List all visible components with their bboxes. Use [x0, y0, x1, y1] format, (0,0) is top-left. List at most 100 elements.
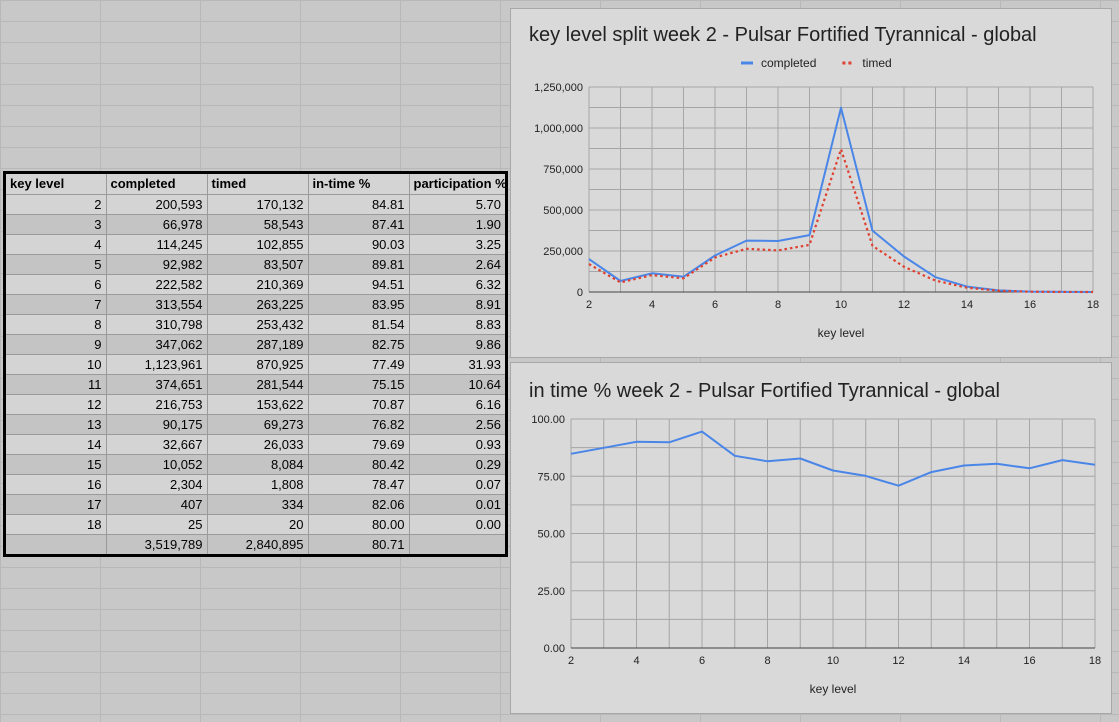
table-cell[interactable]: 114,245 — [106, 234, 208, 255]
table-cell[interactable]: 90,175 — [106, 414, 208, 435]
table-cell[interactable]: 0.00 — [409, 514, 505, 535]
table-cell[interactable]: 0.07 — [409, 474, 505, 495]
table-cell[interactable]: 80.42 — [308, 454, 410, 475]
table-cell[interactable]: 15 — [6, 454, 107, 475]
table-cell[interactable]: 263,225 — [207, 294, 309, 315]
table-cell[interactable]: 0.93 — [409, 434, 505, 455]
table-cell[interactable]: 1,808 — [207, 474, 309, 495]
table-cell[interactable]: 253,432 — [207, 314, 309, 335]
table-cell[interactable]: 8.91 — [409, 294, 505, 315]
table-cell[interactable]: 90.03 — [308, 234, 410, 255]
table-cell[interactable]: 82.75 — [308, 334, 410, 355]
table-cell[interactable]: 310,798 — [106, 314, 208, 335]
table-cell[interactable]: 5.70 — [409, 194, 505, 215]
table-cell[interactable]: 2.56 — [409, 414, 505, 435]
table-cell[interactable]: 3.25 — [409, 234, 505, 255]
table-cell[interactable]: 2 — [6, 194, 107, 215]
table-cell[interactable]: 3 — [6, 214, 107, 235]
table-cell[interactable]: 0.29 — [409, 454, 505, 475]
table-cell[interactable]: 18 — [6, 514, 107, 535]
table-cell[interactable]: 2.64 — [409, 254, 505, 275]
table-header-cell[interactable]: completed — [106, 174, 208, 195]
table-cell[interactable]: 8.83 — [409, 314, 505, 335]
table-cell[interactable]: 1,123,961 — [106, 354, 208, 375]
table-cell[interactable]: 84.81 — [308, 194, 410, 215]
table-cell[interactable]: 80.00 — [308, 514, 410, 535]
table-cell[interactable]: 8 — [6, 314, 107, 335]
table-cell[interactable]: 8,084 — [207, 454, 309, 475]
table-cell[interactable]: 92,982 — [106, 254, 208, 275]
table-cell[interactable]: 17 — [6, 494, 107, 515]
table-cell[interactable]: 216,753 — [106, 394, 208, 415]
table-cell[interactable]: 20 — [207, 514, 309, 535]
table-cell[interactable]: 78.47 — [308, 474, 410, 495]
table-cell[interactable]: 6.32 — [409, 274, 505, 295]
table-cell[interactable]: 81.54 — [308, 314, 410, 335]
table-cell[interactable]: 9 — [6, 334, 107, 355]
table-cell[interactable]: 76.82 — [308, 414, 410, 435]
table-cell[interactable]: 10 — [6, 354, 107, 375]
x-tick-label: 6 — [699, 655, 705, 667]
table-cell[interactable]: 13 — [6, 414, 107, 435]
table-cell[interactable]: 102,855 — [207, 234, 309, 255]
table-cell[interactable]: 70.87 — [308, 394, 410, 415]
table-header-cell[interactable]: participation % — [409, 174, 505, 195]
table-cell[interactable]: 170,132 — [207, 194, 309, 215]
table-cell[interactable]: 16 — [6, 474, 107, 495]
table-cell[interactable]: 26,033 — [207, 434, 309, 455]
table-cell[interactable]: 313,554 — [106, 294, 208, 315]
table-cell[interactable]: 347,062 — [106, 334, 208, 355]
table-cell[interactable]: 82.06 — [308, 494, 410, 515]
table-cell[interactable]: 25 — [106, 514, 208, 535]
table-header-cell[interactable]: key level — [6, 174, 107, 195]
table-cell[interactable]: 10,052 — [106, 454, 208, 475]
table-header-cell[interactable]: in-time % — [308, 174, 410, 195]
table-cell[interactable]: 0.01 — [409, 494, 505, 515]
table-cell[interactable]: 94.51 — [308, 274, 410, 295]
table-cell[interactable]: 407 — [106, 494, 208, 515]
table-cell[interactable]: 1.90 — [409, 214, 505, 235]
key-level-split-chart[interactable]: key level split week 2 - Pulsar Fortifie… — [510, 8, 1112, 358]
table-cell[interactable]: 153,622 — [207, 394, 309, 415]
legend-label: timed — [862, 56, 891, 70]
table-cell[interactable]: 83,507 — [207, 254, 309, 275]
table-cell[interactable]: 87.41 — [308, 214, 410, 235]
table-cell[interactable]: 66,978 — [106, 214, 208, 235]
table-cell[interactable]: 69,273 — [207, 414, 309, 435]
table-cell[interactable]: 3,519,789 — [106, 534, 208, 554]
table-cell[interactable]: 58,543 — [207, 214, 309, 235]
table-cell[interactable]: 2,840,895 — [207, 534, 309, 554]
table-cell[interactable]: 77.49 — [308, 354, 410, 375]
table-cell[interactable]: 75.15 — [308, 374, 410, 395]
table-cell[interactable]: 14 — [6, 434, 107, 455]
table-cell[interactable]: 210,369 — [207, 274, 309, 295]
table-cell[interactable]: 200,593 — [106, 194, 208, 215]
table-cell[interactable]: 870,925 — [207, 354, 309, 375]
table-cell[interactable]: 80.71 — [308, 534, 410, 554]
table-cell[interactable]: 11 — [6, 374, 107, 395]
table-cell[interactable]: 12 — [6, 394, 107, 415]
table-cell[interactable]: 32,667 — [106, 434, 208, 455]
table-header-cell[interactable]: timed — [207, 174, 309, 195]
table-cell[interactable]: 89.81 — [308, 254, 410, 275]
table-cell[interactable]: 374,651 — [106, 374, 208, 395]
table-row: 2 200,593 170,132 84.81 5.70 — [6, 194, 505, 215]
table-cell[interactable]: 4 — [6, 234, 107, 255]
table-cell[interactable]: 7 — [6, 294, 107, 315]
table-cell[interactable]: 6.16 — [409, 394, 505, 415]
table-cell[interactable]: 2,304 — [106, 474, 208, 495]
table-cell[interactable]: 83.95 — [308, 294, 410, 315]
table-cell[interactable]: 10.64 — [409, 374, 505, 395]
in-time-percent-chart[interactable]: in time % week 2 - Pulsar Fortified Tyra… — [510, 362, 1112, 714]
table-cell[interactable]: 287,189 — [207, 334, 309, 355]
table-cell[interactable] — [6, 534, 107, 554]
table-cell[interactable]: 6 — [6, 274, 107, 295]
table-cell[interactable]: 9.86 — [409, 334, 505, 355]
table-cell[interactable]: 222,582 — [106, 274, 208, 295]
table-cell[interactable]: 334 — [207, 494, 309, 515]
table-cell[interactable]: 31.93 — [409, 354, 505, 375]
table-cell[interactable] — [409, 534, 505, 554]
table-cell[interactable]: 281,544 — [207, 374, 309, 395]
table-cell[interactable]: 79.69 — [308, 434, 410, 455]
table-cell[interactable]: 5 — [6, 254, 107, 275]
